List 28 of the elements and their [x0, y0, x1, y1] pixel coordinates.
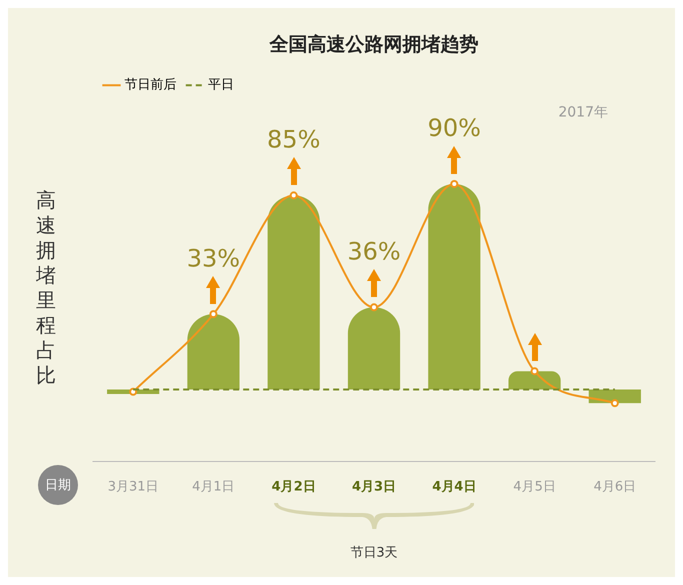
legend-label: 平日 — [208, 78, 234, 93]
bar — [348, 307, 400, 390]
point — [209, 310, 218, 318]
x-axis-title: 日期 — [38, 465, 78, 506]
bar — [268, 195, 320, 390]
data-label: 90% — [428, 114, 481, 142]
x-tick-label: 4月4日 — [432, 480, 476, 495]
chart-title: 全国高速公路网拥堵趋势 — [268, 33, 478, 56]
x-tick-label: 4月1日 — [192, 480, 235, 495]
x-tick-label: 4月6日 — [594, 480, 636, 495]
bar — [428, 184, 480, 390]
point — [290, 191, 298, 200]
x-tick-label: 3月31日 — [108, 480, 159, 495]
point — [530, 367, 539, 376]
x-tick-label: 4月5日 — [513, 480, 556, 495]
data-label: 85% — [267, 126, 320, 154]
text: 节日3天 — [350, 545, 398, 560]
point — [450, 180, 458, 188]
text: 2017年 — [558, 104, 608, 121]
legend-label: 节日前后 — [124, 78, 176, 93]
x-tick-label: 4月3日 — [352, 480, 396, 495]
y-axis-title: 高速拥堵里程占比 — [35, 188, 57, 388]
data-label: 36% — [347, 238, 401, 266]
data-label: 33% — [186, 244, 240, 272]
point — [370, 303, 378, 312]
x-tick-label: 4月2日 — [272, 480, 316, 495]
point — [129, 388, 138, 396]
point — [610, 399, 619, 408]
